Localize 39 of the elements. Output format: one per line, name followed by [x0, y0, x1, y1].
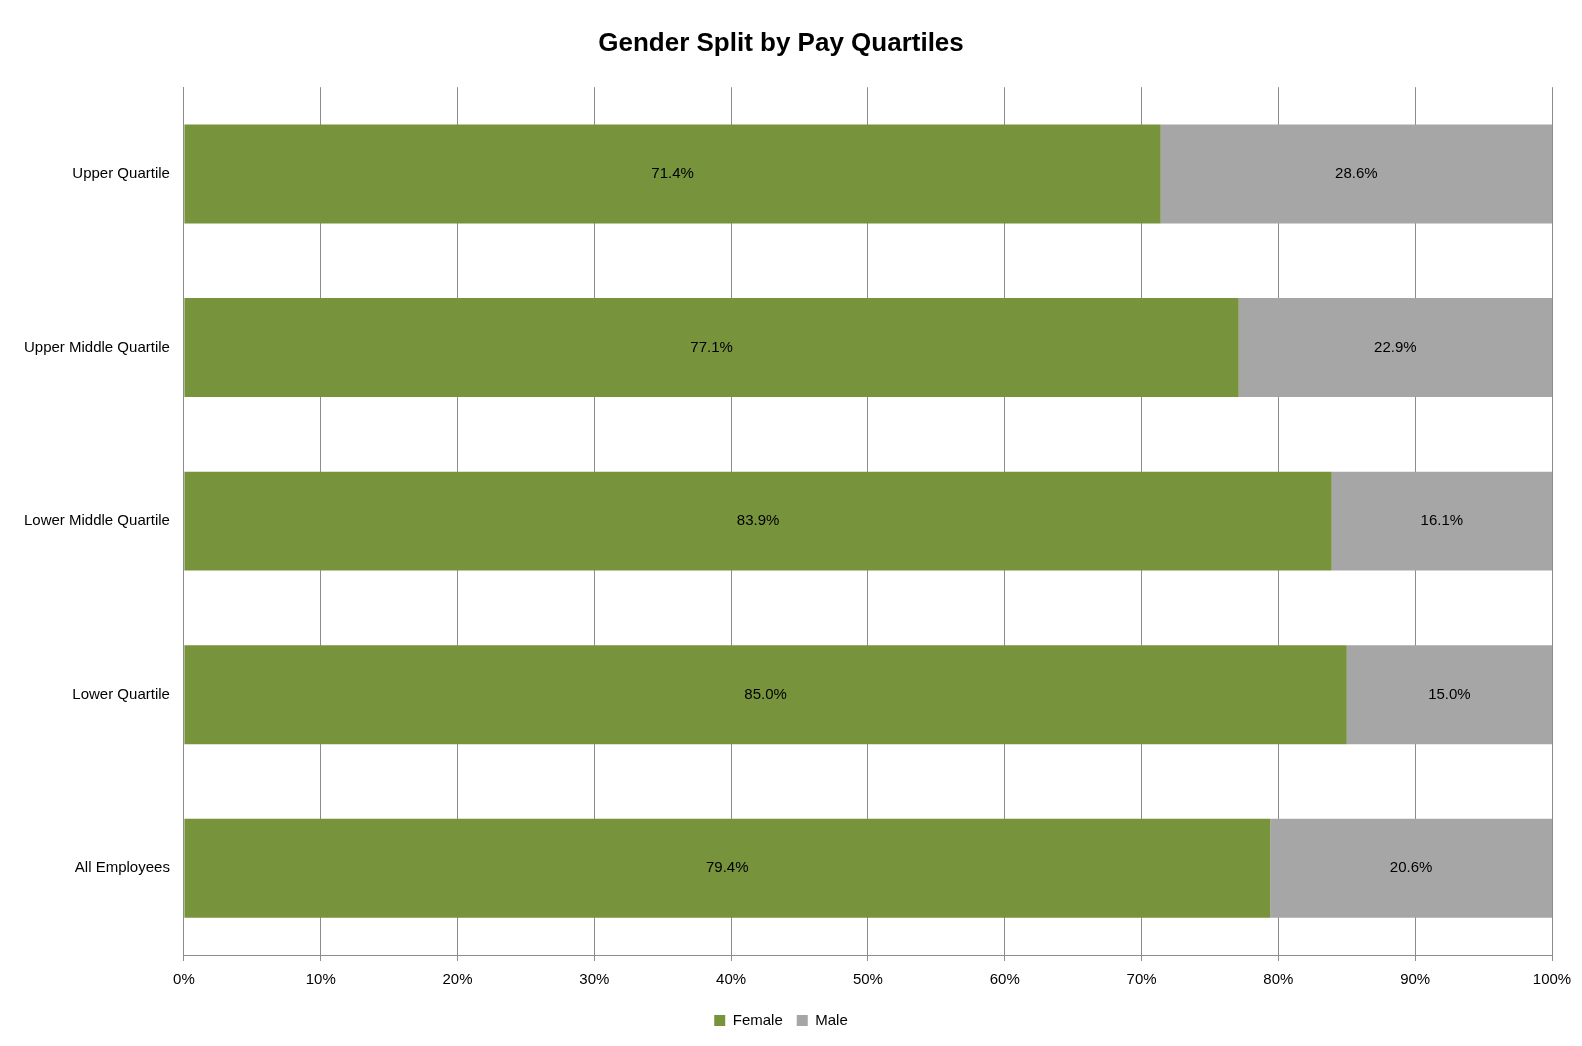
data-label: 83.9% — [736, 511, 780, 529]
x-tick-label: 10% — [305, 970, 336, 988]
chart-title: Gender Split by Pay Quartiles — [598, 26, 964, 57]
bar — [1270, 818, 1552, 918]
data-label: 28.6% — [1335, 164, 1378, 182]
data-label: 77.1% — [690, 337, 733, 355]
x-tick-label: 90% — [1400, 970, 1431, 988]
data-label: 20.6% — [1389, 858, 1433, 876]
x-tick-label: 50% — [852, 970, 883, 988]
x-tick-label: 60% — [989, 970, 1020, 988]
bar — [1160, 124, 1552, 224]
y-tick-label: Lower Quartile — [72, 684, 170, 702]
data-label: 15.0% — [1428, 684, 1471, 702]
data-label: 71.4% — [651, 164, 694, 182]
legend-label: Female — [732, 1010, 783, 1028]
x-tick-label: 70% — [1126, 970, 1157, 988]
bar — [184, 471, 1332, 571]
data-label: 16.1% — [1420, 511, 1464, 529]
x-tick-label: 100% — [1532, 970, 1572, 988]
bar — [1238, 298, 1552, 398]
x-tick-label: 0% — [173, 970, 195, 988]
bar — [184, 645, 1347, 745]
x-tick-label: 30% — [579, 970, 610, 988]
data-label: 79.4% — [706, 858, 749, 876]
x-tick-label: 80% — [1263, 970, 1294, 988]
y-tick-label: All Employees — [74, 858, 170, 876]
legend-label: Male — [815, 1010, 848, 1028]
bar — [1346, 645, 1552, 745]
y-tick-label: Upper Quartile — [72, 164, 170, 182]
y-tick-label: Lower Middle Quartile — [23, 511, 170, 529]
bar — [1331, 471, 1552, 571]
data-label: 22.9% — [1374, 337, 1417, 355]
bar — [184, 818, 1271, 918]
bar — [184, 298, 1239, 398]
x-tick-label: 40% — [716, 970, 747, 988]
x-tick-label: 20% — [442, 970, 473, 988]
y-tick-label: Upper Middle Quartile — [23, 337, 170, 355]
bar — [184, 124, 1161, 224]
data-label: 85.0% — [744, 684, 787, 702]
